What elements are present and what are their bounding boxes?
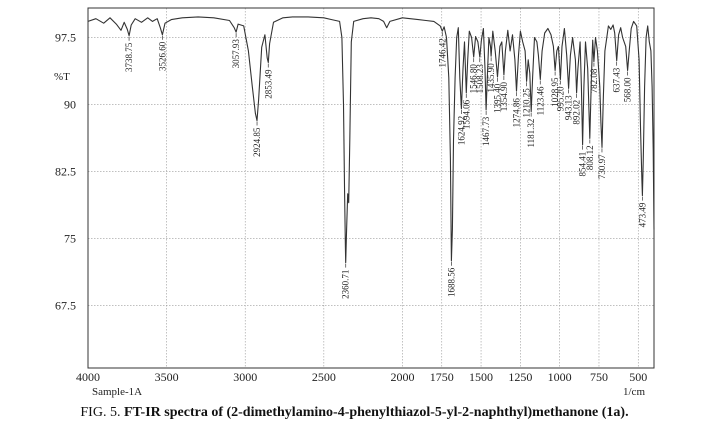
peak-label: 1210.25	[522, 88, 532, 118]
peak-annotation: 1274.86	[512, 92, 522, 127]
peak-label: 1435.90	[486, 63, 496, 93]
peak-annotation: 730.97	[597, 148, 607, 179]
x-tick-label: 4000	[76, 370, 100, 384]
peak-label: 1546.80	[469, 64, 479, 94]
peak-annotation: 1354.90	[499, 75, 509, 112]
spectrum-line	[87, 16, 655, 264]
peak-label: 2360.71	[341, 270, 351, 299]
vertical-gridlines	[166, 8, 639, 368]
y-unit-label: %T	[54, 71, 70, 83]
x-tick-label: 750	[590, 370, 608, 384]
peak-label: 1354.90	[499, 82, 509, 112]
peak-label: 1028.95	[550, 77, 560, 107]
plot-frame	[87, 7, 655, 369]
peak-label: 1395.40	[493, 83, 503, 113]
peak-label: 1624.92	[456, 116, 466, 145]
x-tick-label: 500	[629, 370, 647, 384]
peak-label: 568.00	[623, 77, 633, 102]
x-tick-label: 1500	[469, 370, 493, 384]
peak-label: 2853.49	[263, 69, 273, 99]
peak-annotation: 1546.80	[469, 58, 479, 93]
peak-label: 1746.42	[437, 38, 447, 67]
peak-label: 995.20	[555, 86, 565, 111]
peak-annotation: 1395.40	[493, 77, 503, 113]
peak-annotation: 3057.93	[231, 33, 241, 68]
figure-caption: FIG. 5. FT-IR spectra of (2-dimethylamin…	[0, 405, 709, 421]
peak-annotation: 2924.85	[252, 121, 262, 157]
peak-annotation: 3738.75	[124, 36, 134, 72]
peak-markers: 3738.75 3526.60 3057.93 2924.85 2853.49 2360.…	[124, 32, 647, 299]
peak-annotation: 1028.95	[550, 71, 560, 107]
x-unit-label: 1/cm	[623, 386, 645, 398]
x-tick-label: 2500	[312, 370, 336, 384]
x-tick-label: 1750	[430, 370, 454, 384]
peak-label: 1508.23	[475, 64, 485, 94]
peak-annotation: 1688.56	[446, 261, 456, 297]
peak-annotation: 473.49	[637, 196, 647, 227]
peak-annotation: 1624.92	[456, 109, 466, 145]
peak-annotation: 1594.06	[461, 93, 471, 129]
caption-text: FT-IR spectra of (2-dimethylamino-4-phen…	[123, 405, 629, 420]
x-tick-label: 2000	[390, 370, 414, 384]
peak-label: 3057.93	[231, 39, 241, 69]
y-tick-label: 67.5	[55, 298, 76, 312]
peak-label: 1467.73	[481, 116, 491, 146]
peak-label: 1594.06	[461, 99, 471, 129]
peak-annotation: 1746.42	[437, 32, 447, 67]
peak-annotation: 808.12	[585, 139, 595, 170]
caption-prefix: FIG. 5.	[80, 405, 124, 420]
peak-label: 3526.60	[157, 41, 167, 71]
peak-annotation: 854.41	[578, 145, 588, 177]
peak-label: 637.43	[612, 67, 622, 92]
peak-label: 1688.56	[446, 267, 456, 297]
x-tick-label: 3000	[233, 370, 257, 384]
peak-annotation: 782.08	[589, 62, 599, 93]
peak-label: 808.12	[585, 145, 595, 170]
peak-annotation: 1435.90	[486, 57, 496, 92]
sample-label: Sample-1A	[92, 386, 142, 398]
peak-annotation: 637.43	[612, 61, 622, 92]
y-tick-label: 90	[64, 97, 76, 111]
peak-annotation: 995.20	[555, 80, 565, 111]
peak-label: 1123.46	[535, 86, 545, 115]
peak-label: 1181.32	[526, 119, 536, 148]
peak-label: 1274.86	[512, 98, 522, 128]
x-tick-labels: 4000 3500 3000 2500 2000 1750 1500 1250 1000 750 5…	[76, 370, 647, 384]
peak-annotation: 1210.25	[522, 82, 532, 118]
peak-annotation: 1508.23	[475, 58, 485, 93]
ftir-chart: 3738.75 3526.60 3057.93 2924.85 2853.49 2360.…	[54, 7, 655, 398]
peak-annotation: 2360.71	[341, 263, 351, 299]
y-tick-label: 82.5	[55, 164, 76, 178]
peak-annotation: 943.13	[564, 89, 574, 120]
x-tick-label: 3500	[155, 370, 179, 384]
y-tick-label: 97.5	[55, 30, 76, 44]
peak-label: 892.02	[572, 100, 582, 125]
x-tick-label: 1250	[508, 370, 532, 384]
x-tick-label: 1000	[548, 370, 572, 384]
peak-label: 854.41	[578, 152, 588, 177]
peak-label: 943.13	[564, 95, 574, 120]
peak-annotation: 2853.49	[263, 63, 273, 99]
peak-label: 3738.75	[124, 42, 134, 72]
peak-label: 473.49	[637, 202, 647, 227]
peak-label: 782.08	[589, 68, 599, 93]
peak-annotation: 1181.32	[526, 112, 536, 148]
peak-label: 730.97	[597, 154, 607, 179]
peak-annotation: 1123.46	[535, 80, 545, 115]
y-tick-label: 75	[64, 231, 76, 245]
peak-annotation: 568.00	[623, 71, 633, 102]
y-tick-labels: 97.5 90 82.5 75 67.5	[55, 30, 76, 312]
peak-annotation: 3526.60	[157, 35, 167, 71]
peak-annotation: 892.02	[572, 93, 582, 125]
peak-annotation: 1467.73	[481, 110, 491, 146]
peak-label: 2924.85	[252, 127, 262, 157]
